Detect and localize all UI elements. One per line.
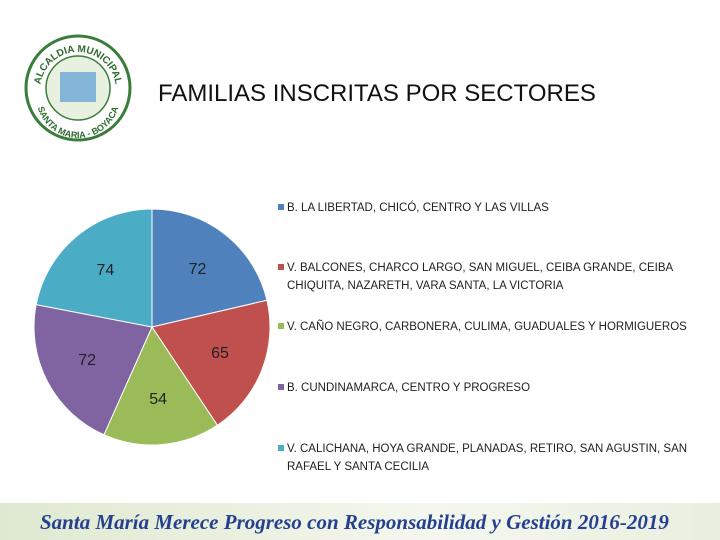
data-label: 72 [189, 261, 207, 278]
footer-text: Santa María Merece Progreso con Responsa… [40, 510, 669, 534]
data-label: 72 [78, 352, 96, 369]
legend-label: V. CALICHANA, HOYA GRANDE, PLANADAS, RET… [287, 443, 688, 473]
legend-item: V. BALCONES, CHARCO LARGO, SAN MIGUEL, C… [278, 259, 707, 295]
pie-slice [151, 299, 271, 426]
pie-slice [33, 304, 153, 436]
legend-item: V. CAÑO NEGRO, CARBONERA, CULIMA, GUADUA… [278, 318, 707, 336]
legend-label: V. BALCONES, CHARCO LARGO, SAN MIGUEL, C… [287, 262, 673, 292]
legend-swatch [278, 384, 284, 390]
legend-label: V. CAÑO NEGRO, CARBONERA, CULIMA, GUADUA… [287, 321, 687, 333]
legend-item: V. CALICHANA, HOYA GRANDE, PLANADAS, RET… [278, 440, 707, 476]
legend-swatch [278, 204, 284, 210]
data-label: 54 [149, 391, 167, 408]
legend-label: B. LA LIBERTAD, CHICÓ, CENTRO Y LAS VILL… [287, 202, 549, 214]
logo: ALCALDIA MUNICIPAL SANTA MARIA - BOYACA [24, 34, 132, 142]
legend-swatch [278, 323, 284, 329]
legend-item: B. LA LIBERTAD, CHICÓ, CENTRO Y LAS VILL… [278, 199, 707, 217]
chart-title: FAMILIAS INSCRITAS POR SECTORES [158, 80, 596, 107]
legend-item: B. CUNDINAMARCA, CENTRO Y PROGRESO [278, 379, 707, 397]
pie-slice [103, 325, 219, 446]
footer-band: Santa María Merece Progreso con Responsa… [0, 503, 720, 540]
pie-slice [35, 208, 153, 328]
legend-swatch [278, 264, 284, 270]
data-label: 65 [211, 345, 229, 362]
data-label: 74 [97, 262, 115, 279]
legend-swatch [278, 445, 284, 451]
pie-slice [151, 208, 268, 328]
legend-label: B. CUNDINAMARCA, CENTRO Y PROGRESO [287, 382, 531, 394]
